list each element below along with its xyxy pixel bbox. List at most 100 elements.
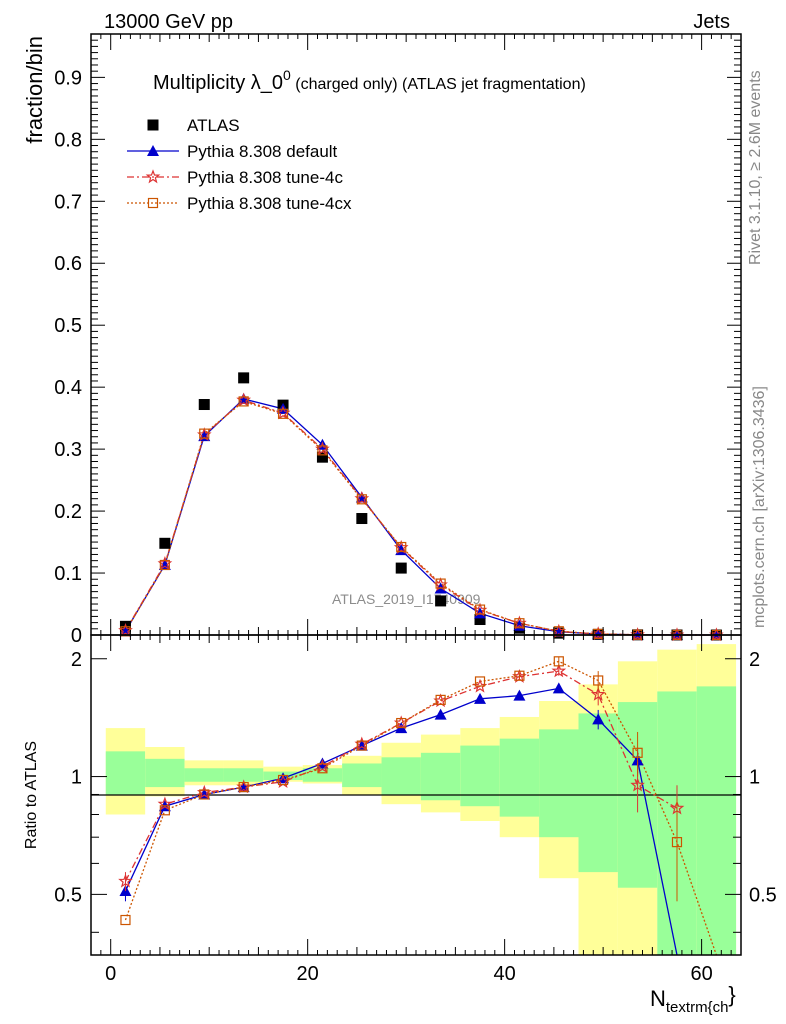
top-ytick-label: 0.2: [54, 501, 82, 523]
ratio-series-line-2: [124, 660, 717, 956]
legend: ATLAS Pythia 8.308 default Pythia 8.308 tu…: [127, 116, 352, 213]
ratio-point-0-5: [316, 757, 329, 769]
top-point-0-1: [159, 537, 171, 549]
top-point-3-9: [474, 604, 486, 615]
top-point-0-7: [395, 562, 407, 574]
ratio-point-2-9: [474, 676, 486, 687]
top-ytick-label: 0.7: [54, 191, 82, 213]
ratio-ytick-label-right: 1: [749, 767, 760, 789]
x-axis-label-tail: }: [728, 982, 735, 1007]
top-ytick-label: 0: [71, 625, 82, 647]
top-point-3-8: [435, 578, 446, 589]
top-panel-markers: [118, 372, 724, 642]
ratio-xtick-label: 20: [297, 963, 319, 985]
ratio-band-green: [420, 752, 461, 801]
ratio-markers: [118, 656, 685, 926]
top-ytick-label: 0.1: [54, 563, 82, 585]
top-point-3-4: [277, 408, 289, 419]
top-panel-axis-ticks: 0 0.1 0.2 0.3 0.4 0.5 0.6 0.7 0.8 0.9: [54, 34, 742, 647]
ratio-point-1-1: [157, 796, 173, 811]
legend-label-0: ATLAS: [187, 116, 240, 135]
ratio-band-green: [499, 738, 540, 817]
ratio-point-2-11: [553, 656, 564, 667]
ratio-ytick-label-right: 2: [749, 649, 760, 671]
top-point-3-10: [514, 618, 525, 629]
ratio-ylabel: Ratio to ATLAS: [23, 741, 40, 849]
ratio-ytick-label: 1: [71, 767, 82, 789]
ratio-band-green: [342, 763, 382, 788]
ratio-band-green: [578, 713, 618, 873]
legend-marker-2: [145, 169, 161, 184]
top-point-0-8: [435, 595, 447, 607]
top-point-0-9: [474, 614, 486, 626]
ratio-point-1-13: [630, 777, 645, 792]
ratio-point-0-11: [552, 682, 565, 694]
legend-label-2: Pythia 8.308 tune-4c: [187, 168, 343, 187]
x-axis-label-main: N: [650, 986, 666, 1011]
top-ylabel: fraction/bin: [22, 36, 47, 144]
ratio-point-1-11: [551, 663, 567, 678]
ratio-band-green: [302, 768, 343, 782]
ratio-point-2-5: [317, 763, 328, 774]
top-ytick-label: 0.6: [54, 253, 82, 275]
ratio-band-green: [105, 751, 146, 795]
ratio-point-1-12: [590, 686, 606, 701]
ratio-point-0-8: [434, 708, 447, 720]
ratio-point-2-0: [120, 914, 131, 926]
legend-marker-0: [147, 119, 159, 131]
ratio-point-2-3: [238, 781, 249, 793]
ratio-band-green: [145, 758, 185, 788]
ratio-point-2-8: [435, 694, 446, 705]
top-ytick-label: 0.9: [54, 67, 82, 89]
ratio-point-2-12: [593, 675, 604, 686]
ratio-point-2-13: [632, 747, 643, 758]
header-left: 13000 GeV pp: [104, 11, 233, 33]
ratio-point-0-10: [513, 689, 526, 701]
ratio-point-1-0: [118, 873, 133, 888]
rivet-label: Rivet 3.1.10, ≥ 2.6M events: [747, 70, 764, 265]
top-point-0-2: [198, 399, 210, 411]
ratio-ytick-label: 2: [71, 649, 82, 671]
header-right: Jets: [693, 11, 730, 33]
ratio-band-green: [460, 745, 500, 807]
top-point-0-5: [316, 451, 328, 463]
ratio-band-green: [381, 757, 421, 795]
top-point-3-3: [238, 396, 249, 407]
ratio-point-2-14: [671, 837, 683, 848]
ratio-axis-ticks: 0.5 0.51 12 20 20 40 60: [54, 635, 777, 985]
x-axis-label: Ntextrm{ch}: [650, 982, 736, 1016]
ratio-band-green: [223, 768, 264, 782]
legend-label-3: Pythia 8.308 tune-4cx: [187, 194, 352, 213]
ratio-point-2-7: [396, 717, 407, 729]
ratio-point-2-2: [199, 789, 210, 800]
ratio-point-2-6: [356, 740, 367, 751]
top-point-0-3: [238, 372, 250, 384]
x-axis-label-sub: textrm{ch: [666, 999, 729, 1016]
legend-marker-1: [147, 145, 159, 156]
top-ytick-label: 0.3: [54, 439, 82, 461]
ratio-bands: [105, 644, 737, 955]
top-point-3-1: [159, 559, 170, 571]
top-point-3-5: [317, 445, 328, 456]
chart-title-rest: (charged only) (ATLAS jet fragmentation): [291, 76, 586, 93]
ratio-point-2-4: [277, 774, 289, 786]
chart-title: Multiplicity λ_00 (charged only) (ATLAS …: [153, 67, 586, 94]
legend-label-1: Pythia 8.308 default: [187, 142, 338, 161]
top-point-3-7: [396, 541, 407, 553]
top-point-3-6: [356, 494, 367, 505]
ratio-point-2-10: [514, 670, 525, 681]
mcplots-label: mcplots.cern.ch [arXiv:1306.3436]: [751, 386, 768, 628]
ratio-ytick-label-right: 0.5: [749, 884, 777, 906]
top-point-3-2: [199, 428, 210, 439]
ratio-xtick-label: 0: [105, 963, 116, 985]
ratio-band-green: [696, 686, 737, 955]
ratio-series-line-1: [124, 670, 678, 882]
ratio-ytick-label: 0.5: [54, 884, 82, 906]
legend-marker-3: [147, 197, 159, 209]
ratio-xtick-label: 40: [494, 963, 516, 985]
ratio-point-2-1: [159, 805, 170, 816]
top-series-line-2: [124, 399, 717, 636]
chart-title-main: Multiplicity λ_0: [153, 72, 283, 94]
ratio-xtick-label: 60: [690, 963, 712, 985]
